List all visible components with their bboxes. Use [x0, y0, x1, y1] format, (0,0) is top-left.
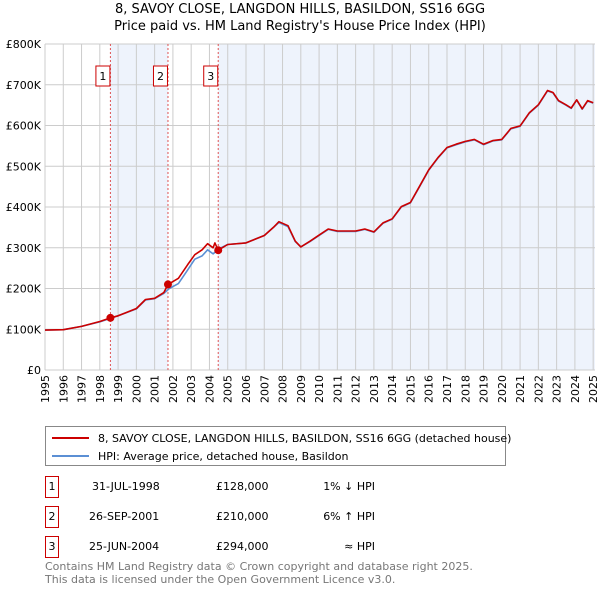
- legend-swatch-blue: [52, 455, 89, 457]
- y-tick-label: £0: [27, 364, 41, 377]
- sale-hpi: ≈ HPI: [344, 540, 375, 553]
- x-tick-label: 1998: [94, 375, 107, 403]
- x-tick-label: 2009: [295, 375, 308, 403]
- sale-label-box: [152, 65, 168, 87]
- y-tick-label: £500K: [6, 160, 42, 173]
- x-tick-label: 2005: [222, 375, 235, 403]
- x-tick-label: 2013: [368, 375, 381, 403]
- sale-price: £128,000: [216, 480, 269, 493]
- x-tick-label: 1995: [39, 375, 52, 403]
- sale-price: £294,000: [216, 540, 269, 553]
- x-tick-label: 2001: [149, 375, 162, 403]
- price-chart: 1995 1996 1997 1998 1999 2000 2001 2002 2003 2004…: [6, 38, 600, 403]
- chart-subtitle: Price paid vs. HM Land Registry's House …: [114, 19, 486, 34]
- legend: 8, SAVOY CLOSE, LANGDON HILLS, BASILDON,…: [45, 426, 511, 466]
- legend-item-hpi: HPI: Average price, detached house, Basi…: [52, 448, 348, 464]
- sale-date: 26-SEP-2001: [89, 510, 160, 523]
- sale-label-box: [203, 65, 219, 87]
- x-tick-label: 2004: [203, 375, 216, 403]
- sale-point: [163, 280, 172, 289]
- x-tick-label: 2023: [551, 375, 564, 403]
- sale-marker: 1: [45, 476, 59, 498]
- footer-copyright: Contains HM Land Registry data © Crown c…: [45, 560, 473, 573]
- x-tick-label: 2017: [441, 375, 454, 403]
- y-tick-label: £600K: [6, 120, 42, 133]
- legend-label: 8, SAVOY CLOSE, LANGDON HILLS, BASILDON,…: [98, 431, 512, 445]
- x-tick-label: 2022: [532, 375, 545, 403]
- y-tick-label: £100K: [6, 323, 42, 336]
- x-tick-label: 2014: [386, 375, 399, 403]
- x-tick-label: 2024: [569, 375, 582, 403]
- x-tick-label: 2018: [459, 375, 472, 403]
- x-tick-label: 2015: [404, 375, 417, 403]
- x-tick-label: 1999: [112, 375, 125, 403]
- sale-row: 1 31-JUL-1998 £128,000 1% ↓ HPI: [45, 476, 445, 498]
- sale-row: 2 26-SEP-2001 £210,000 6% ↑ HPI: [45, 506, 445, 528]
- y-tick-label: £400K: [6, 201, 42, 214]
- sale-price: £210,000: [216, 510, 269, 523]
- y-tick-label: £700K: [6, 79, 42, 92]
- legend-swatch-red: [52, 437, 89, 439]
- x-tick-label: 1997: [76, 375, 89, 403]
- x-tick-label: 2011: [331, 375, 344, 403]
- footer: Contains HM Land Registry data © Crown c…: [45, 560, 473, 586]
- legend-label: HPI: Average price, detached house, Basi…: [98, 449, 349, 463]
- sale-marker: 3: [45, 536, 59, 558]
- y-tick-label: £200K: [6, 283, 42, 296]
- sale-label-box: [95, 65, 111, 87]
- sale-hpi: 6% ↑ HPI: [323, 510, 375, 523]
- chart-title: 8, SAVOY CLOSE, LANGDON HILLS, BASILDON,…: [114, 2, 486, 17]
- footer-licence: This data is licensed under the Open Gov…: [45, 573, 396, 586]
- x-tick-label: 2002: [167, 375, 180, 403]
- sale-label: 3: [207, 70, 214, 83]
- x-tick-label: 2006: [240, 375, 253, 403]
- legend-item-property: 8, SAVOY CLOSE, LANGDON HILLS, BASILDON,…: [52, 430, 511, 446]
- sale-hpi: 1% ↓ HPI: [323, 480, 375, 493]
- x-tick-label: 2012: [350, 375, 363, 403]
- sale-row: 3 25-JUN-2004 £294,000 ≈ HPI: [45, 536, 445, 558]
- sale-label: 2: [157, 70, 164, 83]
- x-tick-label: 1996: [57, 375, 70, 403]
- y-tick-label: £800K: [6, 38, 42, 51]
- sale-label: 1: [99, 70, 106, 83]
- x-tick-label: 2007: [258, 375, 271, 403]
- sale-date: 31-JUL-1998: [92, 480, 160, 493]
- sale-date: 25-JUN-2004: [89, 540, 160, 553]
- x-tick-label: 2008: [277, 375, 290, 403]
- sale-point: [214, 246, 223, 255]
- x-tick-label: 2021: [514, 375, 527, 403]
- x-tick-label: 2010: [313, 375, 326, 403]
- y-tick-label: £300K: [6, 242, 42, 255]
- x-tick-label: 2020: [496, 375, 509, 403]
- x-tick-label: 2003: [185, 375, 198, 403]
- x-tick-label: 2025: [587, 375, 600, 403]
- sale-marker: 2: [45, 506, 59, 528]
- x-tick-label: 2000: [130, 375, 143, 403]
- x-tick-label: 2016: [423, 375, 436, 403]
- sale-point: [106, 313, 115, 322]
- x-tick-label: 2019: [478, 375, 491, 403]
